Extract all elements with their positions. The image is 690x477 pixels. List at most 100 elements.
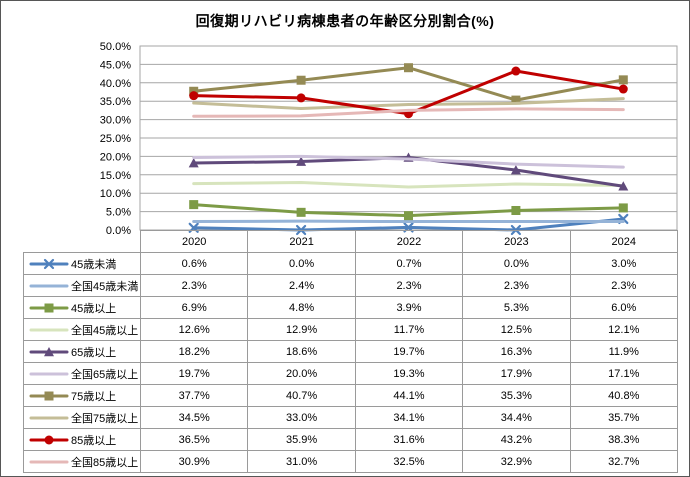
value-cell-over65: 18.6% [247, 340, 356, 363]
value-cell-national-over75: 34.1% [354, 406, 464, 429]
y-axis-tick-label: 25.0% [100, 133, 131, 145]
legend-key-icon-national-over85 [29, 460, 69, 463]
value-cell-national-over85: 32.5% [354, 450, 464, 473]
series-name-label: 65歳以上 [71, 346, 117, 359]
series-name-cell-national-over45: 全国45歳以上 [23, 318, 141, 341]
value-cell-over75: 37.7% [139, 384, 249, 407]
series-name-label: 45歳以上 [71, 302, 117, 315]
series-marker-over65 [188, 158, 199, 168]
legend-entry-under45: 45歳未満 [25, 256, 140, 272]
series-marker-over45 [511, 205, 521, 215]
legend-key-icon-national-under45 [29, 284, 69, 287]
value-cell-national-over75: 33.0% [247, 406, 356, 429]
value-cell-national-over75: 35.7% [569, 406, 678, 429]
table-row-over85: 85歳以上 36.5% 35.9% 31.6% 43.2% 38.3% [23, 428, 678, 451]
series-marker-over45 [296, 207, 306, 217]
legend-key-marker [44, 346, 54, 356]
series-marker-over75 [296, 75, 306, 85]
value-cell-national-under45: 2.4% [247, 274, 356, 297]
series-marker-over45 [404, 211, 413, 221]
x-axis-category-label: 2022 [354, 230, 464, 253]
x-axis-category-label: 2020 [139, 230, 249, 253]
series-marker-over75 [618, 75, 628, 85]
table-row-under45: 45歳未満 0.6% 0.0% 0.7% 0.0% 3.0% [23, 252, 678, 275]
value-cell-over65: 19.7% [354, 340, 464, 363]
legend-key-icon-over65 [29, 346, 69, 356]
series-marker-over75 [511, 95, 521, 105]
x-axis-category-label: 2024 [569, 230, 678, 253]
y-axis-tick-label: 35.0% [100, 96, 131, 108]
series-marker-over65 [510, 165, 521, 175]
value-cell-under45: 3.0% [569, 252, 678, 275]
table-row-over65: 65歳以上 18.2% 18.6% 19.7% 16.3% 11.9% [23, 340, 678, 363]
series-name-label: 全国45歳以上 [71, 324, 139, 337]
x-axis-category-label: 2021 [247, 230, 356, 253]
series-line-over75 [192, 66, 625, 102]
value-cell-national-over65: 19.3% [354, 362, 464, 385]
legend-entry-over85: 85歳以上 [25, 432, 140, 448]
value-cell-national-under45: 2.3% [354, 274, 464, 297]
series-marker-over85 [511, 66, 521, 76]
series-name-cell-national-over75: 全国75歳以上 [23, 406, 141, 429]
value-cell-national-over85: 32.9% [462, 450, 571, 473]
value-cell-over85: 35.9% [247, 428, 356, 451]
series-name-label: 85歳以上 [71, 434, 117, 447]
value-cell-national-over45: 12.1% [569, 318, 678, 341]
series-line-national-over85 [192, 107, 625, 118]
series-line-national-over75 [192, 97, 625, 111]
legend-entry-over45: 45歳以上 [25, 300, 140, 316]
legend-key-icon-under45 [29, 258, 69, 269]
value-cell-over45: 6.0% [569, 296, 678, 319]
y-axis-tick-label: 15.0% [100, 170, 131, 182]
value-cell-over65: 11.9% [569, 340, 678, 363]
value-cell-national-under45: 2.3% [139, 274, 249, 297]
series-name-cell-national-over65: 全国65歳以上 [23, 362, 141, 385]
series-name-label: 45歳未満 [71, 258, 117, 271]
legend-key-icon-national-over75 [29, 416, 69, 419]
value-cell-national-over65: 20.0% [247, 362, 356, 385]
series-marker-over65 [296, 156, 307, 166]
value-cell-over65: 16.3% [462, 340, 571, 363]
value-cell-national-over75: 34.5% [139, 406, 249, 429]
value-cell-national-over75: 34.4% [462, 406, 571, 429]
legend-key-icon-over85 [29, 435, 69, 444]
series-marker-over75 [404, 63, 413, 73]
value-cell-national-over45: 12.9% [247, 318, 356, 341]
series-marker-over45 [189, 200, 199, 210]
x-axis-row: 2020 2021 2022 2023 2024 [23, 230, 678, 253]
value-cell-national-over45: 12.5% [462, 318, 571, 341]
table-row-over75: 75歳以上 37.7% 40.7% 44.1% 35.3% 40.8% [23, 384, 678, 407]
legend-entry-national-over75: 全国75歳以上 [25, 410, 140, 426]
table-row-national-under45: 全国45歳未満 2.3% 2.4% 2.3% 2.3% 2.3% [23, 274, 678, 297]
y-axis-tick-label: 5.0% [106, 207, 131, 219]
legend-key-icon-national-over65 [29, 372, 69, 375]
series-name-label: 全国45歳未満 [71, 280, 139, 293]
table-row-national-over65: 全国65歳以上 19.7% 20.0% 19.3% 17.9% 17.1% [23, 362, 678, 385]
value-cell-national-over65: 17.9% [462, 362, 571, 385]
value-cell-over85: 31.6% [354, 428, 464, 451]
table-row-national-over75: 全国75歳以上 34.5% 33.0% 34.1% 34.4% 35.7% [23, 406, 678, 429]
y-axis-tick-label: 10.0% [100, 188, 131, 200]
y-axis-tick-label: 40.0% [100, 78, 131, 90]
value-cell-over45: 5.3% [462, 296, 571, 319]
series-marker-over65 [618, 181, 629, 191]
value-cell-under45: 0.0% [462, 252, 571, 275]
series-name-label: 75歳以上 [71, 390, 117, 403]
series-name-cell-over45: 45歳以上 [23, 296, 141, 319]
value-cell-over85: 36.5% [139, 428, 249, 451]
table-corner-cell [23, 230, 141, 253]
y-axis-tick-label: 20.0% [100, 151, 131, 163]
series-name-cell-over75: 75歳以上 [23, 384, 141, 407]
value-cell-over75: 40.7% [247, 384, 356, 407]
value-cell-national-under45: 2.3% [462, 274, 571, 297]
legend-key-icon-over75 [29, 391, 69, 400]
value-cell-national-over85: 30.9% [139, 450, 249, 473]
legend-entry-national-over45: 全国45歳以上 [25, 322, 140, 338]
table-row-over45: 45歳以上 6.9% 4.8% 3.9% 5.3% 6.0% [23, 296, 678, 319]
value-cell-over75: 40.8% [569, 384, 678, 407]
table-row-national-over85: 全国85歳以上 30.9% 31.0% 32.5% 32.9% 32.7% [23, 450, 678, 473]
chart-data-table: 2020 2021 2022 2023 2024 45歳未満 0.6% 0.0% 0.7% 0.0… [23, 230, 678, 473]
value-cell-over75: 35.3% [462, 384, 571, 407]
value-cell-national-over45: 11.7% [354, 318, 464, 341]
